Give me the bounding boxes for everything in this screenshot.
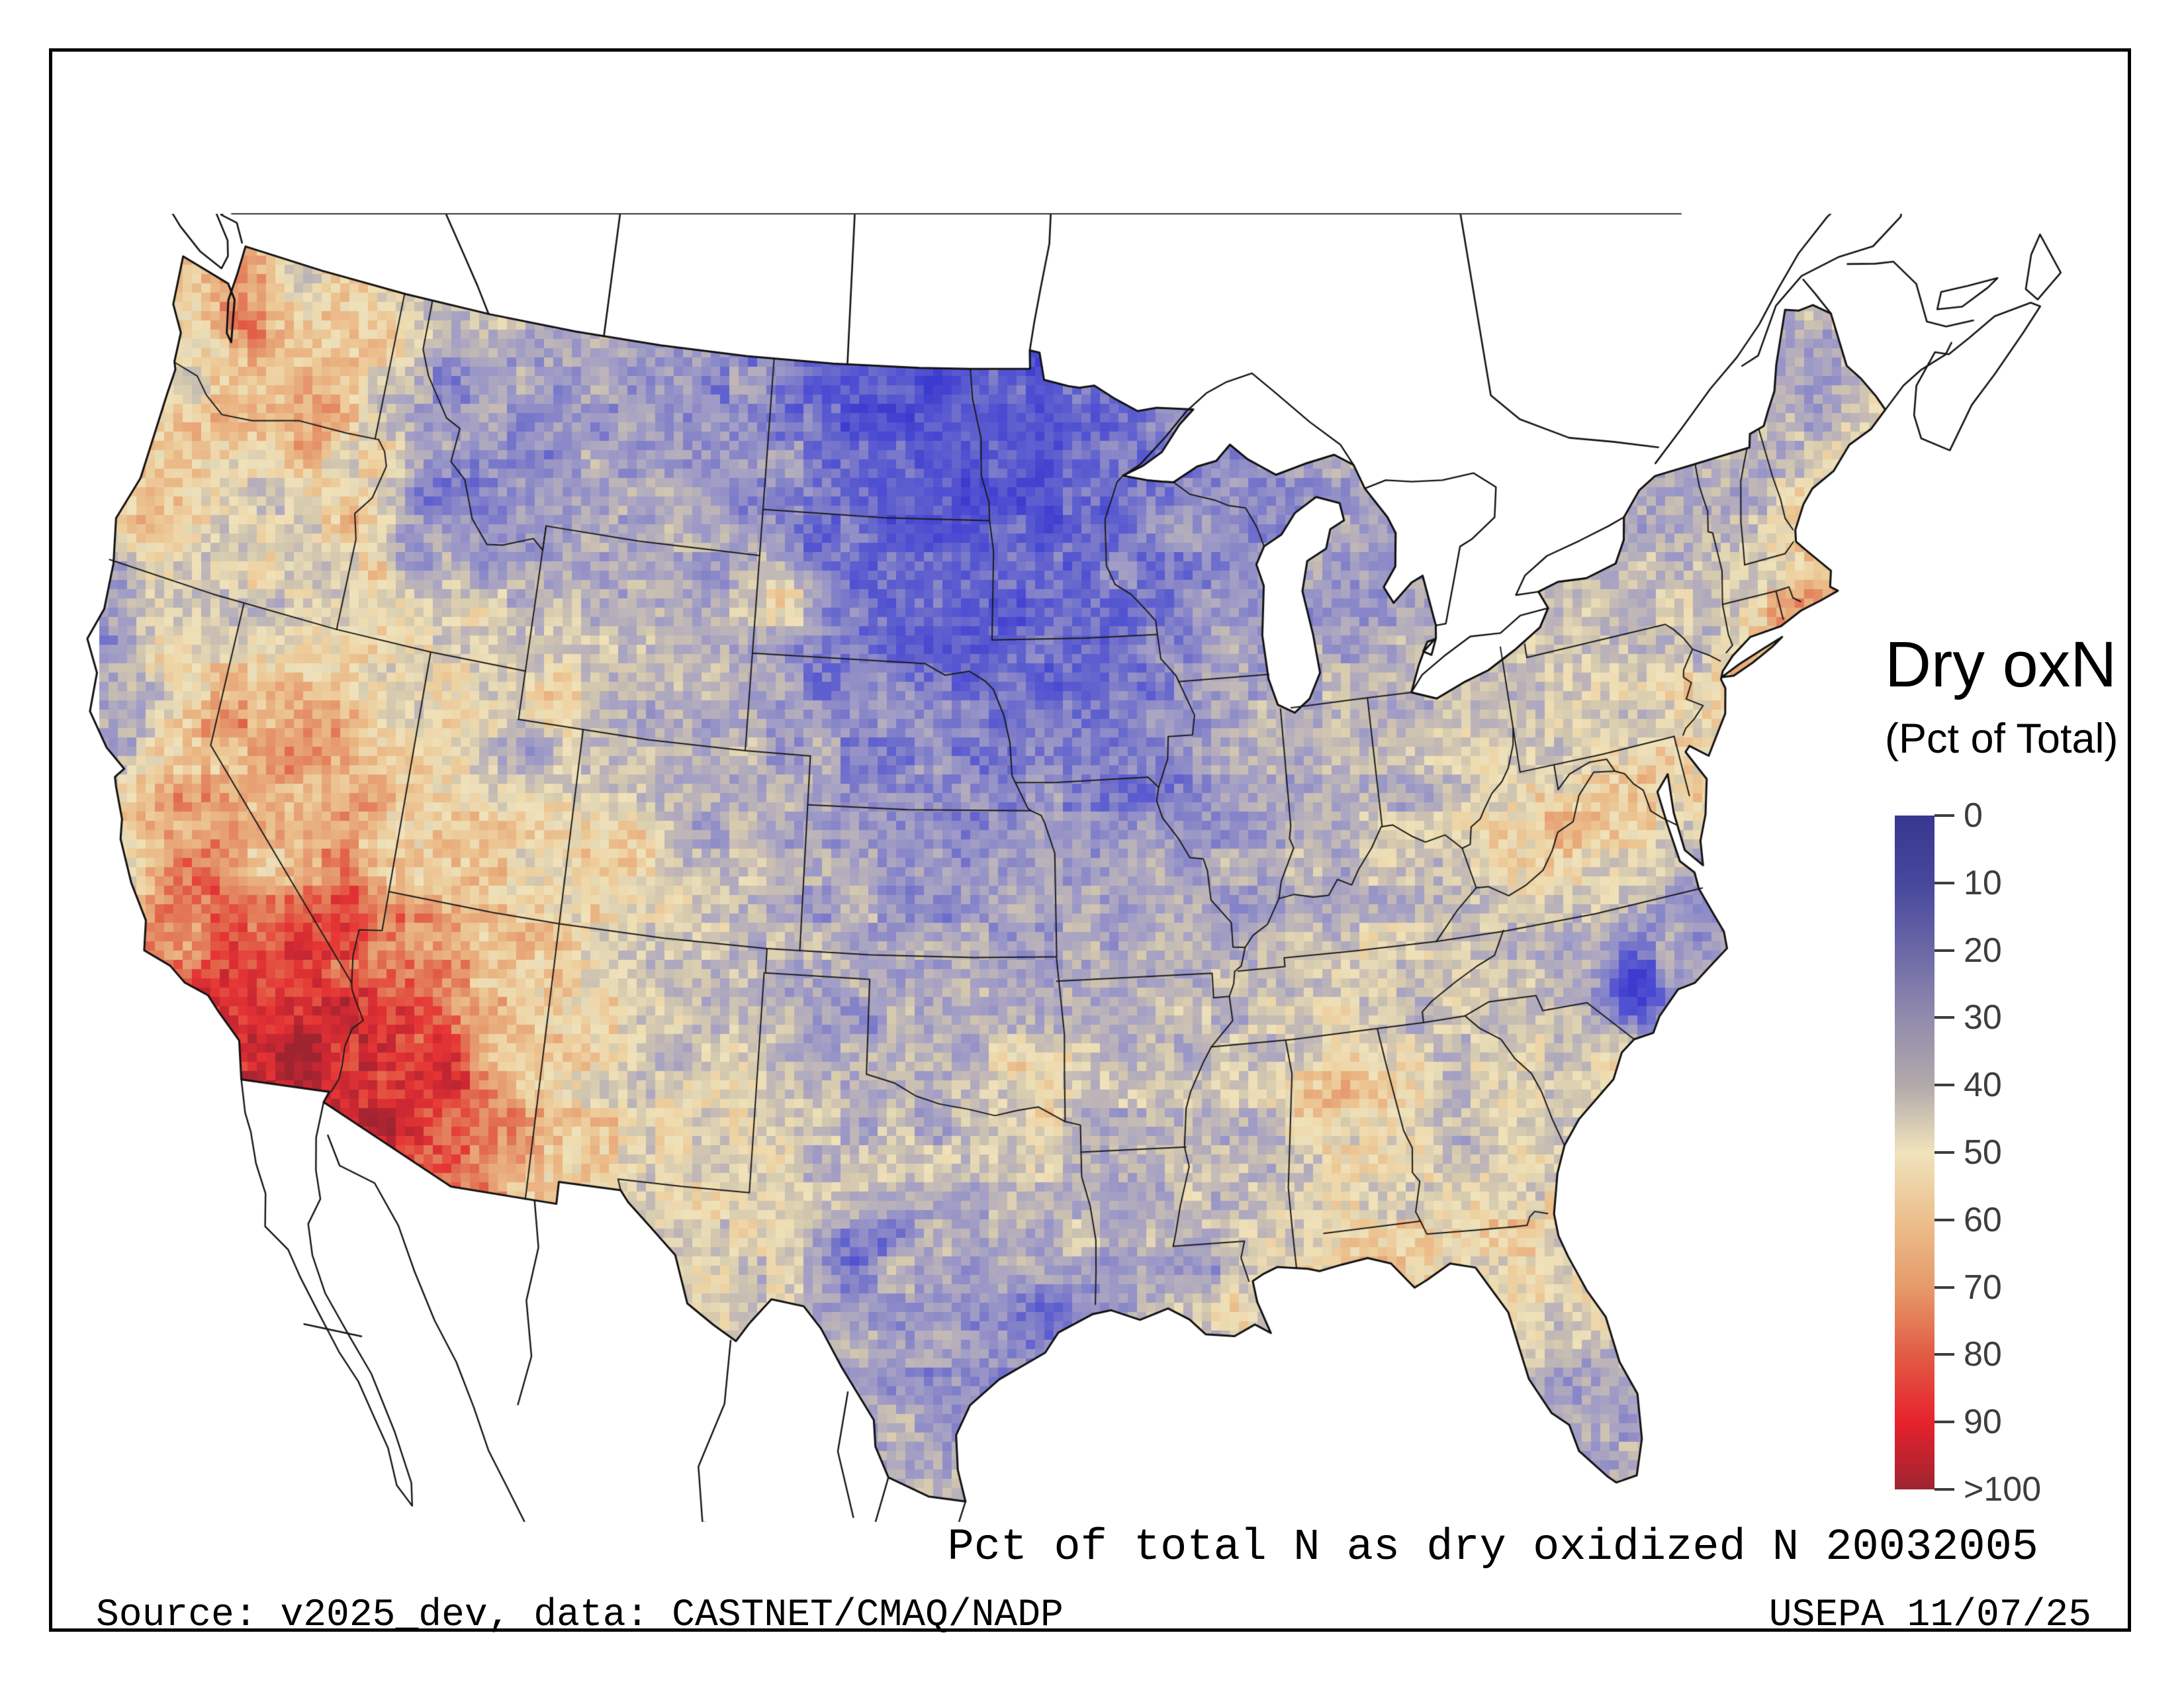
colorbar-tick-label: >100 [1964, 1470, 2042, 1509]
source-caption: Source: v2025_dev, data: CASTNET/CMAQ/NA… [96, 1594, 1064, 1637]
legend-title: Dry oxN [1885, 628, 2117, 700]
colorbar-tick-label: 40 [1964, 1066, 2002, 1105]
map-title: Pct of total N as dry oxidized N 2003200… [947, 1523, 2038, 1573]
colorbar-tick-mark [1934, 1016, 1954, 1019]
colorbar-tick-label: 50 [1964, 1133, 2002, 1172]
colorbar-tick-label: 0 [1964, 796, 1983, 835]
colorbar-tick-label: 10 [1964, 863, 2002, 902]
colorbar-tick-mark [1934, 1286, 1954, 1289]
colorbar-tick-mark [1934, 1084, 1954, 1087]
colorbar-tick-mark [1934, 1151, 1954, 1154]
colorbar-tick-mark [1934, 1353, 1954, 1356]
colorbar-tick-mark [1934, 1218, 1954, 1221]
colorbar-tick-mark [1934, 1421, 1954, 1424]
colorbar-tick-label: 80 [1964, 1335, 2002, 1374]
agency-date-caption: USEPA 11/07/25 [1768, 1594, 2091, 1637]
colorbar-tick-mark [1934, 949, 1954, 952]
colorbar-tick-label: 70 [1964, 1268, 2002, 1307]
colorbar-tick-mark [1934, 814, 1954, 817]
colorbar [1895, 816, 1934, 1489]
colorbar-tick-label: 20 [1964, 931, 2002, 970]
colorbar-tick-label: 90 [1964, 1403, 2002, 1442]
colorbar-tick-mark [1934, 881, 1954, 884]
colorbar-tick-mark [1934, 1488, 1954, 1491]
colorbar-tick-label: 60 [1964, 1200, 2002, 1239]
legend-subtitle: (Pct of Total) [1885, 716, 2118, 762]
colorbar-tick-label: 30 [1964, 998, 2002, 1037]
